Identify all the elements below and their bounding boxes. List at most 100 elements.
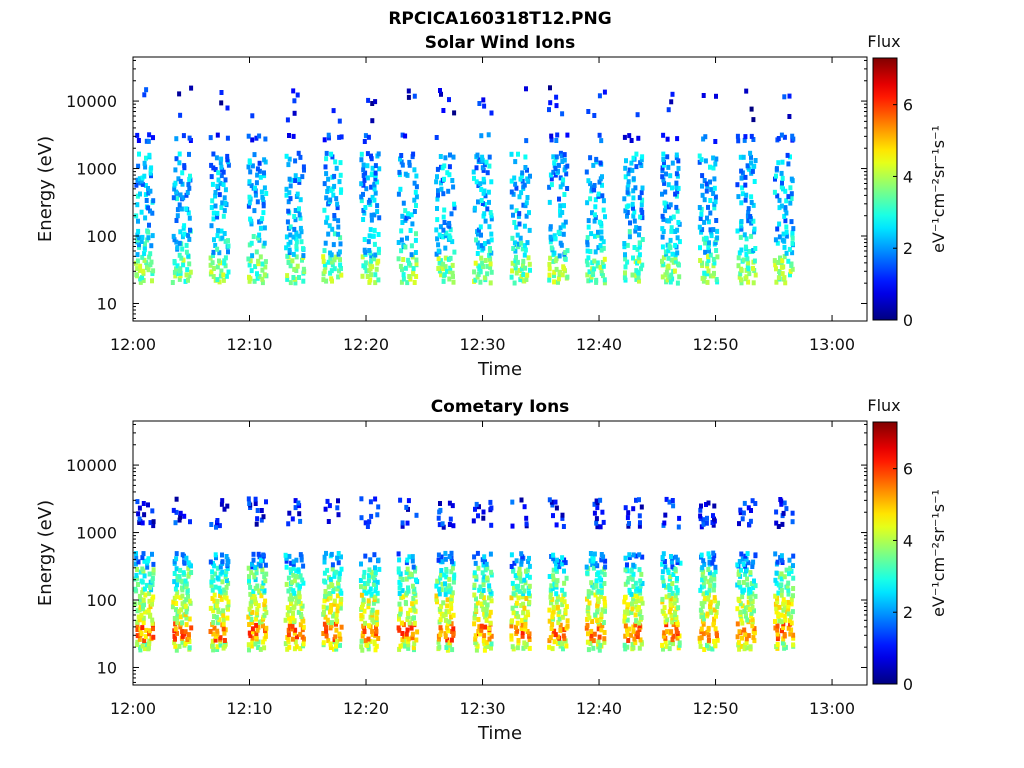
flux-cell (557, 559, 562, 564)
flux-cell (552, 160, 557, 166)
flux-cell (782, 574, 787, 580)
flux-cell (330, 154, 335, 160)
flux-cell (634, 151, 639, 157)
flux-cell (711, 263, 716, 269)
colorbar-tick-label: 4 (903, 167, 913, 186)
flux-cell (262, 645, 267, 651)
flux-cell (372, 212, 377, 218)
flux-cell (737, 559, 742, 564)
flux-cell (600, 623, 605, 629)
flux-cell (741, 580, 746, 585)
flux-cell (287, 623, 292, 629)
flux-cell (787, 93, 792, 99)
flux-cell (556, 276, 561, 282)
flux-cell (326, 185, 331, 191)
flux-cell (637, 552, 642, 558)
flux-cell (254, 521, 259, 527)
flux-cell (441, 234, 446, 240)
flux-cell (548, 172, 553, 178)
flux-cell (297, 179, 302, 185)
flux-cell (481, 97, 486, 103)
flux-cell (224, 554, 229, 559)
flux-cell (516, 595, 521, 601)
flux-cell (549, 182, 554, 188)
flux-cell (775, 226, 780, 232)
x-tick-label: 13:00 (809, 335, 855, 354)
flux-cell (744, 636, 749, 642)
flux-cell (547, 497, 552, 503)
flux-cell (751, 280, 756, 286)
flux-cell (791, 632, 796, 638)
flux-cell (521, 272, 526, 277)
flux-cell (436, 242, 441, 248)
flux-cell (447, 554, 452, 559)
flux-cell (740, 620, 745, 626)
flux-cell (675, 620, 680, 626)
flux-cell (676, 220, 681, 225)
flux-cell (286, 260, 291, 265)
flux-cell (591, 584, 596, 590)
flux-cell (256, 258, 261, 264)
flux-cell (585, 262, 590, 268)
flux-cell (261, 210, 266, 216)
flux-cell (525, 609, 530, 615)
x-axis: 12:00 12:10 12:20 12:30 12:40 12:50 13:00 (110, 57, 855, 354)
flux-cell (438, 501, 442, 506)
flux-cell (590, 260, 595, 266)
flux-cell (706, 257, 711, 263)
flux-cell (660, 234, 665, 240)
flux-cell (623, 594, 628, 600)
flux-cell (224, 584, 229, 590)
flux-cell (264, 191, 269, 196)
flux-cell (663, 613, 668, 619)
flux-cell (447, 640, 452, 646)
flux-cell (295, 263, 300, 269)
flux-cell (788, 618, 792, 624)
flux-cell (451, 184, 456, 190)
flux-cell (142, 602, 146, 608)
flux-cell (371, 619, 376, 625)
flux-cell (398, 497, 403, 503)
flux-cell (522, 182, 527, 188)
flux-cell (562, 192, 567, 197)
flux-cell (625, 259, 630, 265)
flux-cell (439, 272, 444, 278)
flux-cell (188, 173, 192, 179)
flux-cell (144, 87, 149, 93)
flux-cell (751, 248, 756, 253)
flux-cell (332, 601, 337, 607)
flux-cell (375, 598, 380, 604)
flux-cell (780, 521, 785, 527)
flux-cell (780, 628, 784, 634)
flux-cell (143, 634, 148, 640)
flux-cell (527, 574, 532, 580)
flux-cell (708, 273, 713, 279)
flux-cell (172, 259, 177, 264)
flux-cell (481, 588, 486, 593)
flux-cell (525, 573, 530, 578)
flux-cell (326, 259, 331, 265)
flux-cell (698, 607, 703, 613)
flux-cell (593, 233, 597, 239)
flux-cell (515, 259, 520, 265)
flux-cell (697, 159, 702, 165)
flux-cell (176, 271, 181, 277)
flux-cell (707, 587, 712, 593)
flux-cell (186, 565, 191, 571)
flux-cell (298, 197, 303, 203)
flux-cell (219, 268, 224, 274)
flux-cell (143, 592, 148, 598)
flux-cell (138, 600, 142, 605)
flux-cell (791, 136, 796, 142)
flux-cell (665, 617, 670, 623)
flux-cell (171, 599, 176, 605)
flux-cell (414, 173, 419, 179)
flux-cell (338, 241, 343, 247)
flux-cell (371, 575, 376, 581)
flux-cell (478, 584, 483, 590)
flux-cell (139, 178, 144, 184)
y-tick-label: 10000 (66, 456, 117, 475)
flux-cell (752, 626, 757, 632)
flux-cell (336, 231, 341, 237)
flux-cell (510, 618, 514, 624)
